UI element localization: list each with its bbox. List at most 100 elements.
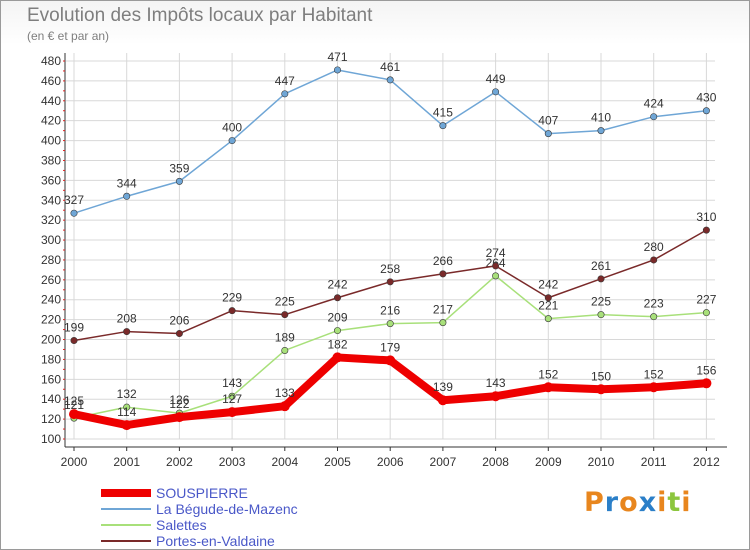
x-tick-label: 2009 bbox=[535, 455, 562, 469]
data-point-la-begude-de-mazenc bbox=[544, 130, 552, 138]
data-label-portes-en-valdaine: 208 bbox=[117, 312, 137, 326]
data-label-la-begude-de-mazenc: 430 bbox=[696, 91, 716, 105]
data-label-salettes: 143 bbox=[222, 376, 242, 390]
data-point-souspierre bbox=[69, 409, 79, 420]
data-label-la-begude-de-mazenc: 344 bbox=[117, 176, 137, 190]
logo-letter: P bbox=[584, 487, 605, 518]
x-tick-label: 2006 bbox=[377, 455, 404, 469]
data-point-salettes bbox=[597, 311, 605, 319]
data-point-souspierre bbox=[648, 382, 659, 393]
data-point-souspierre bbox=[174, 412, 185, 423]
data-label-salettes: 223 bbox=[644, 297, 664, 311]
data-label-portes-en-valdaine: 258 bbox=[380, 262, 400, 276]
data-point-portes-en-valdaine bbox=[228, 307, 236, 315]
x-tick-label: 2011 bbox=[641, 455, 667, 469]
y-tick-label: 400 bbox=[41, 134, 61, 148]
logo-letter: o bbox=[619, 487, 639, 518]
data-label-souspierre: 139 bbox=[433, 380, 453, 394]
data-label-salettes: 217 bbox=[433, 303, 453, 317]
data-label-souspierre: 156 bbox=[696, 363, 716, 377]
x-tick-label: 2002 bbox=[166, 455, 193, 469]
data-label-souspierre: 152 bbox=[644, 367, 664, 381]
data-label-salettes: 121 bbox=[64, 398, 84, 412]
data-label-souspierre: 150 bbox=[591, 369, 611, 383]
data-point-souspierre bbox=[701, 378, 712, 389]
data-label-la-begude-de-mazenc: 415 bbox=[433, 106, 453, 120]
y-tick-label: 440 bbox=[41, 94, 61, 108]
x-tick-label: 2008 bbox=[482, 455, 509, 469]
logo-letter: i bbox=[681, 487, 692, 518]
x-tick-label: 2001 bbox=[113, 455, 140, 469]
data-point-la-begude-de-mazenc bbox=[386, 76, 394, 84]
data-label-portes-en-valdaine: 199 bbox=[64, 321, 84, 335]
data-point-portes-en-valdaine bbox=[650, 256, 658, 264]
data-point-portes-en-valdaine bbox=[492, 262, 500, 270]
data-point-la-begude-de-mazenc bbox=[597, 127, 605, 135]
data-label-portes-en-valdaine: 242 bbox=[538, 278, 558, 292]
data-label-souspierre: 122 bbox=[169, 397, 189, 411]
data-label-portes-en-valdaine: 310 bbox=[696, 210, 716, 224]
data-point-salettes bbox=[386, 320, 394, 328]
legend-swatch bbox=[101, 508, 151, 510]
data-point-portes-en-valdaine bbox=[544, 294, 552, 302]
data-point-portes-en-valdaine bbox=[597, 275, 605, 283]
data-label-portes-en-valdaine: 261 bbox=[591, 259, 611, 273]
chart-subtitle: (en € et par an) bbox=[27, 29, 110, 43]
data-point-salettes bbox=[281, 346, 289, 354]
data-label-portes-en-valdaine: 225 bbox=[275, 295, 295, 309]
data-label-salettes: 126 bbox=[169, 393, 189, 407]
legend-label: SOUSPIERRE bbox=[156, 485, 248, 501]
legend-label: Portes-en-Valdaine bbox=[156, 533, 275, 549]
logo-letter: i bbox=[657, 487, 668, 518]
legend-swatch bbox=[101, 524, 151, 526]
data-point-portes-en-valdaine bbox=[702, 226, 710, 234]
data-point-salettes bbox=[123, 403, 131, 411]
y-tick-label: 240 bbox=[41, 293, 61, 307]
x-tick-label: 2005 bbox=[324, 455, 351, 469]
data-point-souspierre bbox=[227, 407, 238, 418]
data-label-souspierre: 152 bbox=[538, 367, 558, 381]
data-point-portes-en-valdaine bbox=[70, 337, 78, 345]
data-label-salettes: 189 bbox=[275, 330, 295, 344]
x-tick-label: 2003 bbox=[219, 455, 246, 469]
x-tick-label: 2000 bbox=[61, 455, 88, 469]
data-label-souspierre: 143 bbox=[486, 376, 506, 390]
data-point-la-begude-de-mazenc bbox=[70, 209, 78, 217]
y-tick-label: 100 bbox=[41, 432, 61, 446]
y-tick-label: 120 bbox=[41, 412, 61, 426]
data-point-la-begude-de-mazenc bbox=[650, 113, 658, 121]
legend-label: La Bégude-de-Mazenc bbox=[156, 501, 298, 517]
data-label-salettes: 227 bbox=[696, 293, 716, 307]
y-tick-label: 280 bbox=[41, 253, 61, 267]
data-point-souspierre bbox=[543, 382, 554, 393]
logo-letter: r bbox=[604, 487, 620, 518]
y-tick-label: 160 bbox=[41, 372, 61, 386]
data-label-salettes: 209 bbox=[327, 311, 347, 325]
data-label-la-begude-de-mazenc: 447 bbox=[275, 74, 295, 88]
data-label-la-begude-de-mazenc: 461 bbox=[380, 60, 400, 74]
data-point-la-begude-de-mazenc bbox=[123, 192, 131, 200]
data-label-portes-en-valdaine: 229 bbox=[222, 291, 242, 305]
data-label-souspierre: 133 bbox=[275, 386, 295, 400]
data-point-salettes bbox=[228, 392, 236, 400]
x-tick-label: 2012 bbox=[693, 455, 720, 469]
data-point-la-begude-de-mazenc bbox=[175, 177, 183, 185]
data-label-portes-en-valdaine: 280 bbox=[644, 240, 664, 254]
data-point-salettes bbox=[544, 315, 552, 323]
data-point-souspierre bbox=[596, 384, 606, 395]
data-label-salettes: 216 bbox=[380, 304, 400, 318]
data-point-salettes bbox=[650, 313, 658, 321]
data-point-portes-en-valdaine bbox=[281, 311, 289, 319]
x-tick-label: 2010 bbox=[588, 455, 615, 469]
data-point-portes-en-valdaine bbox=[175, 330, 183, 338]
data-label-souspierre: 114 bbox=[117, 405, 136, 419]
data-point-portes-en-valdaine bbox=[439, 270, 447, 278]
y-tick-label: 140 bbox=[41, 392, 61, 406]
chart-title: Evolution des Impôts locaux par Habitant bbox=[27, 5, 373, 26]
y-tick-label: 340 bbox=[41, 193, 61, 207]
data-label-souspierre: 125 bbox=[64, 394, 84, 408]
data-point-souspierre bbox=[121, 420, 132, 431]
data-point-souspierre bbox=[385, 355, 396, 366]
y-tick-label: 320 bbox=[41, 213, 61, 227]
